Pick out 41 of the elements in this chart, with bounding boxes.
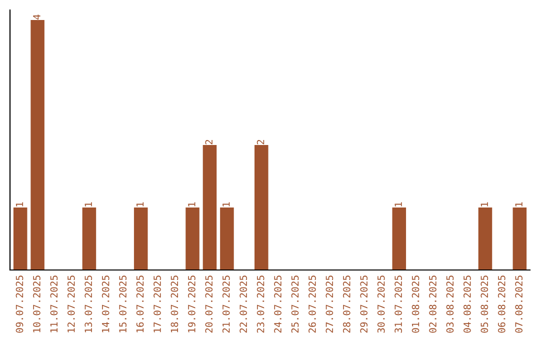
x-tick-label: 22.07.2025: [240, 276, 248, 333]
x-tick-label: 05.08.2025: [480, 276, 488, 333]
x-tick-label: 31.07.2025: [394, 276, 402, 333]
x-tick-label: 30.07.2025: [377, 276, 385, 333]
data-label: 1: [188, 202, 196, 206]
data-label: 4: [33, 14, 40, 20]
x-tick-label: 07.08.2025: [515, 276, 523, 333]
x-tick-label: 09.07.2025: [16, 276, 24, 333]
data-label: 1: [515, 202, 522, 206]
x-tick-label: 15.07.2025: [119, 276, 126, 332]
x-tick-label: 28.07.2025: [342, 276, 350, 333]
x-tick-label: 29.07.2025: [360, 276, 368, 333]
x-tick-label: 06.08.2025: [498, 276, 506, 333]
x-tick-label: 16.07.2025: [136, 276, 144, 332]
x-tick-label: 01.08.2025: [412, 276, 420, 333]
data-label: 1: [480, 202, 488, 206]
x-tick-label: 13.07.2025: [84, 276, 92, 332]
x-tick-label: 19.07.2025: [188, 276, 196, 332]
x-tick-label: 23.07.2025: [256, 276, 264, 333]
data-label: 2: [256, 140, 264, 144]
data-label: 2: [205, 140, 212, 144]
x-tick-label: 21.07.2025: [222, 276, 230, 333]
x-tick-label: 03.08.2025: [446, 276, 454, 333]
x-tick-label: 24.07.2025: [274, 276, 282, 333]
data-label: 1: [84, 202, 92, 206]
data-label: 1: [394, 202, 402, 206]
data-label: 1: [136, 202, 144, 206]
x-tick-label: 25.07.2025: [291, 276, 299, 333]
x-tick-label: 04.08.2025: [464, 276, 471, 333]
x-tick-label: 11.07.2025: [50, 276, 58, 332]
data-label: 1: [16, 202, 24, 206]
x-tick-label: 26.07.2025: [308, 276, 316, 333]
x-tick-label: 12.07.2025: [67, 276, 75, 332]
x-tick-label: 02.08.2025: [429, 276, 436, 333]
x-tick-label: 14.07.2025: [102, 276, 110, 332]
x-tick-label: 20.07.2025: [205, 276, 213, 333]
x-tick-label: 27.07.2025: [326, 276, 334, 333]
x-tick-label: 10.07.2025: [33, 276, 40, 332]
x-tick-label: 18.07.2025: [170, 276, 178, 332]
data-label: 1: [222, 202, 230, 206]
x-tick-label: 17.07.2025: [154, 276, 161, 332]
